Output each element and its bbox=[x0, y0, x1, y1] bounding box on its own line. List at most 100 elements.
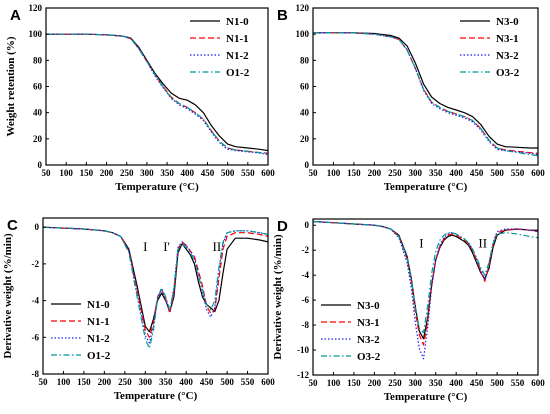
x-tick-label: 550 bbox=[241, 168, 255, 178]
x-tick-label: 500 bbox=[220, 377, 234, 387]
legend-label: N1-1 bbox=[226, 33, 249, 45]
panel-label: A bbox=[10, 7, 21, 24]
series-line-N3-2 bbox=[313, 220, 538, 360]
x-tick-label: 50 bbox=[39, 377, 49, 387]
x-tick-label: 250 bbox=[388, 168, 402, 178]
x-tick-label: 400 bbox=[181, 168, 195, 178]
x-tick-label: 250 bbox=[120, 168, 134, 178]
x-tick-label: 200 bbox=[98, 377, 112, 387]
x-tick-label: 250 bbox=[388, 378, 402, 388]
y-tick-label: 100 bbox=[29, 29, 43, 39]
x-tick-label: 400 bbox=[449, 378, 463, 388]
legend: N1-0 N1-1 N1-2 O1-2 bbox=[51, 299, 111, 362]
stage-annotation: II bbox=[478, 236, 487, 251]
x-tick-label: 200 bbox=[100, 168, 114, 178]
plot-frame bbox=[45, 7, 269, 166]
x-tick-label: 350 bbox=[429, 378, 443, 388]
y-tick-label: 80 bbox=[33, 55, 43, 65]
y-tick-label: -12 bbox=[297, 370, 309, 380]
panel-D: 50 100 150 200 250 300 350 400 450 500 550 600 0 -2 -4… bbox=[272, 218, 545, 403]
x-tick-label: 150 bbox=[77, 377, 91, 387]
x-axis-title: Temperature (°C) bbox=[384, 391, 468, 403]
legend-label: N1-0 bbox=[226, 16, 249, 28]
x-tick-label: 300 bbox=[139, 377, 153, 387]
legend-label: N3-0 bbox=[496, 16, 519, 28]
y-tick-label: 20 bbox=[33, 134, 43, 144]
x-axis-title: Temperature (°C) bbox=[384, 181, 468, 193]
plot-frame bbox=[312, 218, 539, 376]
x-tick-label: 350 bbox=[159, 377, 173, 387]
legend-label: N3-2 bbox=[357, 334, 380, 346]
panel-C: 50 100 150 200 250 300 350 400 450 500 550 600 0 -2 -4… bbox=[2, 217, 275, 402]
y-tick-label: -2 bbox=[32, 259, 40, 269]
legend-label: O3-2 bbox=[357, 351, 381, 363]
y-tick-label: 40 bbox=[300, 108, 310, 118]
legend-label: N3-0 bbox=[357, 300, 380, 312]
x-tick-label: 400 bbox=[179, 377, 193, 387]
x-tick-label: 100 bbox=[57, 377, 71, 387]
y-tick-label: 0 bbox=[38, 160, 43, 170]
x-tick-label: 400 bbox=[449, 168, 463, 178]
x-tick-label: 550 bbox=[241, 377, 255, 387]
panel-label: D bbox=[277, 218, 288, 235]
x-tick-label: 150 bbox=[80, 168, 94, 178]
x-tick-label: 50 bbox=[309, 168, 319, 178]
series-line-N1-1 bbox=[43, 226, 268, 338]
x-tick-label: 300 bbox=[140, 168, 154, 178]
y-tick-label: -10 bbox=[297, 345, 309, 355]
x-tick-label: 50 bbox=[309, 378, 319, 388]
x-tick-label: 300 bbox=[409, 378, 423, 388]
x-tick-label: 500 bbox=[490, 378, 504, 388]
x-tick-label: 450 bbox=[201, 168, 215, 178]
x-tick-label: 200 bbox=[368, 378, 382, 388]
legend: N3-0 N3-1 N3-2 O3-2 bbox=[321, 300, 381, 363]
panel-A: 50 100 150 200 250 300 350 400 450 500 550 600 0 20 40… bbox=[5, 3, 275, 193]
x-tick-label: 100 bbox=[327, 168, 341, 178]
series-line-N3-0 bbox=[313, 32, 538, 149]
legend-label: O1-2 bbox=[226, 67, 250, 79]
x-tick-label: 600 bbox=[531, 378, 545, 388]
x-tick-label: 350 bbox=[160, 168, 174, 178]
legend-label: N3-1 bbox=[357, 317, 380, 329]
series-line-N1-2 bbox=[46, 33, 268, 156]
legend-label: N1-2 bbox=[226, 50, 249, 62]
y-tick-label: -4 bbox=[302, 270, 310, 280]
x-tick-label: 450 bbox=[470, 168, 484, 178]
y-tick-label: 100 bbox=[296, 29, 310, 39]
y-tick-label: 60 bbox=[33, 82, 43, 92]
y-tick-label: -2 bbox=[302, 245, 310, 255]
y-tick-label: 60 bbox=[300, 82, 310, 92]
legend-label: N1-0 bbox=[87, 299, 110, 311]
legend-label: N3-2 bbox=[496, 50, 519, 62]
y-tick-label: 0 bbox=[35, 222, 40, 232]
x-tick-label: 100 bbox=[59, 168, 73, 178]
y-tick-label: 0 bbox=[305, 160, 310, 170]
x-tick-label: 50 bbox=[42, 168, 52, 178]
x-tick-label: 500 bbox=[490, 168, 504, 178]
legend-label: O3-2 bbox=[496, 67, 520, 79]
x-tick-label: 600 bbox=[261, 377, 275, 387]
x-tick-label: 200 bbox=[368, 168, 382, 178]
y-tick-label: 80 bbox=[300, 55, 310, 65]
panel-label: B bbox=[277, 7, 288, 24]
y-tick-label: 20 bbox=[300, 134, 310, 144]
stage-annotation: I bbox=[143, 239, 147, 254]
y-tick-label: 120 bbox=[296, 3, 310, 13]
stage-annotation: II bbox=[213, 239, 222, 254]
plot-frame bbox=[42, 217, 269, 375]
x-tick-label: 550 bbox=[511, 378, 525, 388]
x-tick-label: 450 bbox=[470, 378, 484, 388]
y-tick-label: 40 bbox=[33, 108, 43, 118]
x-axis-title: Temperature (°C) bbox=[115, 181, 199, 193]
x-tick-label: 150 bbox=[347, 378, 361, 388]
panel-label: C bbox=[7, 217, 18, 234]
x-tick-label: 450 bbox=[200, 377, 214, 387]
stage-annotation: I bbox=[419, 236, 423, 251]
y-tick-label: -6 bbox=[32, 332, 40, 342]
legend-label: N1-2 bbox=[87, 333, 110, 345]
y-axis-title: Weight retention (%) bbox=[5, 36, 17, 136]
y-tick-label: -8 bbox=[302, 320, 310, 330]
x-tick-label: 500 bbox=[221, 168, 235, 178]
x-tick-label: 600 bbox=[261, 168, 275, 178]
